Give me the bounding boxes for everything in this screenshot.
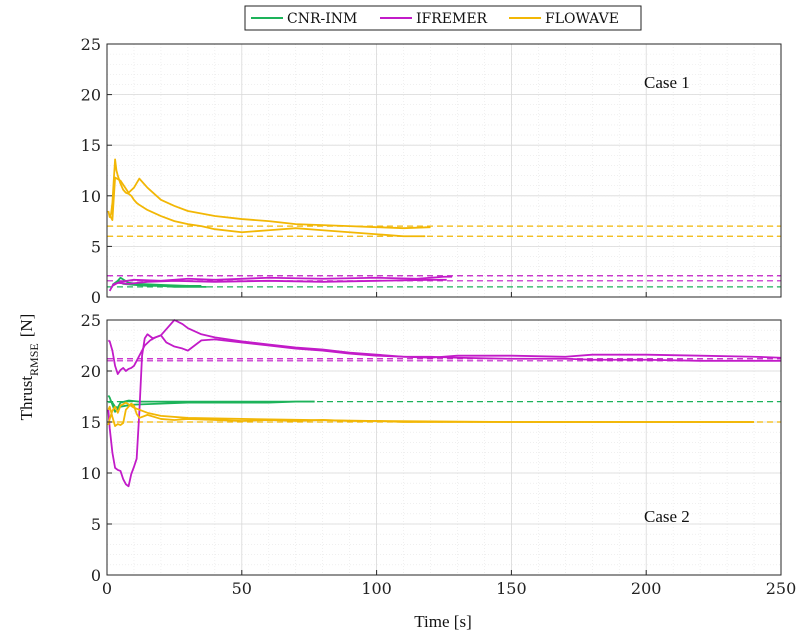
axes-box	[106, 43, 782, 298]
series-line-ifremer	[112, 275, 453, 286]
legend: CNR-INM IFREMER FLOWAVE	[244, 5, 642, 31]
x-tick-label: 250	[766, 579, 797, 598]
x-axis-title: Time [s]	[414, 612, 471, 631]
legend-box	[244, 5, 642, 31]
y-tick-label: 5	[91, 237, 101, 256]
series-line-flowave	[107, 158, 426, 238]
x-tick-label: 100	[361, 579, 392, 598]
y-tick-label: 20	[81, 362, 101, 381]
series-line-ifremer	[107, 333, 782, 488]
legend-label-cnr-inm: CNR-INM	[287, 11, 357, 27]
series-group	[107, 158, 781, 292]
y-axis-title-subscript: RMSE	[27, 343, 41, 376]
y-tick-label: 10	[81, 187, 101, 206]
series-line-flowave	[107, 401, 755, 426]
y-tick-label: 0	[91, 288, 101, 307]
panel-case-1: 0 5 10 15 20 25 Case 1	[81, 35, 782, 307]
series-line-ifremer	[107, 319, 781, 375]
case-annotation: Case 2	[644, 507, 690, 526]
y-tick-label: 20	[81, 86, 101, 105]
series-group	[107, 319, 782, 488]
y-tick-label: 10	[81, 464, 101, 483]
y-axis-title: ThrustRMSE [N]	[17, 314, 41, 421]
x-tick-label: 0	[102, 579, 112, 598]
series-line-flowave	[108, 176, 431, 230]
series-line-cnr-inm	[114, 276, 202, 287]
legend-label-flowave: FLOWAVE	[545, 11, 619, 27]
x-tick-label: 150	[496, 579, 527, 598]
x-tick-label: 50	[232, 579, 252, 598]
y-axis-title-main: Thrust	[17, 376, 36, 421]
y-tick-label: 15	[81, 136, 101, 155]
y-tick-label: 25	[81, 35, 101, 54]
y-tick-label: 25	[81, 311, 101, 330]
y-axis-title-unit: [N]	[17, 314, 36, 338]
axes-box	[106, 319, 782, 576]
legend-label-ifremer: IFREMER	[416, 11, 488, 27]
case-annotation: Case 1	[644, 73, 690, 92]
x-tick-label: 200	[631, 579, 662, 598]
y-tick-label: 5	[91, 515, 101, 534]
y-tick-label: 0	[91, 566, 101, 585]
y-tick-label: 15	[81, 413, 101, 432]
